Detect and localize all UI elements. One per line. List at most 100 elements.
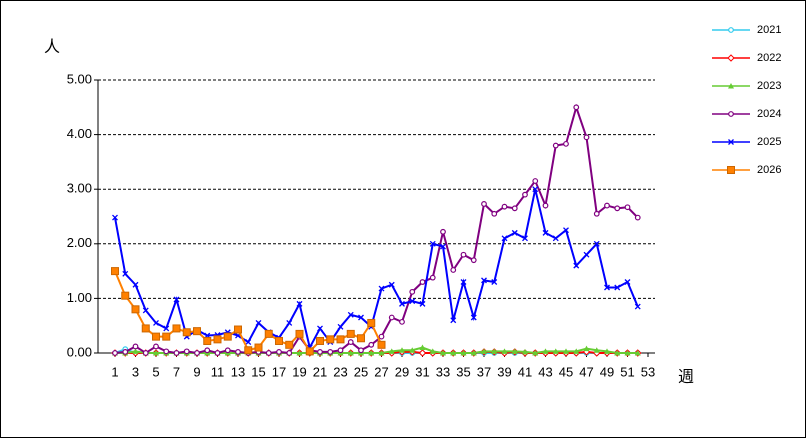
- data-point: [132, 343, 139, 350]
- data-point: [172, 324, 181, 333]
- data-point: [224, 347, 231, 354]
- data-point: [254, 343, 263, 352]
- x-tick-label: 23: [333, 364, 347, 379]
- data-point: [183, 348, 190, 355]
- data-point: [388, 314, 395, 321]
- data-point: [235, 349, 241, 355]
- data-point: [532, 178, 539, 184]
- series-line: [114, 188, 639, 351]
- data-point: [193, 327, 201, 336]
- data-point: [317, 325, 323, 332]
- data-point: [470, 350, 477, 356]
- data-point: [112, 214, 118, 221]
- data-point: [470, 314, 477, 321]
- data-point: [173, 350, 180, 356]
- data-point: [153, 350, 159, 356]
- x-tick-label: 49: [600, 364, 614, 379]
- x-tick-label: 5: [152, 364, 159, 379]
- data-point: [305, 347, 314, 356]
- data-point: [194, 350, 200, 356]
- data-point: [491, 210, 498, 217]
- data-point: [337, 323, 344, 330]
- data-point: [264, 329, 273, 338]
- data-point: [295, 329, 304, 338]
- data-point: [511, 348, 518, 354]
- data-point: [419, 300, 426, 307]
- data-point: [286, 320, 293, 326]
- data-point: [296, 350, 303, 356]
- data-point: [286, 350, 293, 356]
- data-point: [583, 251, 590, 258]
- legend-marker: [728, 139, 734, 145]
- data-point: [450, 267, 457, 273]
- y-tick-label: 5.00: [67, 71, 92, 86]
- data-point: [604, 284, 610, 291]
- data-point: [624, 279, 631, 285]
- y-tick-label: 3.00: [67, 181, 92, 196]
- data-point: [173, 296, 180, 303]
- data-point: [563, 227, 569, 234]
- data-point: [542, 202, 549, 209]
- x-tick-label: 3: [132, 364, 139, 379]
- data-point: [501, 348, 508, 354]
- data-point: [460, 350, 467, 356]
- x-tick-label: 27: [374, 364, 388, 379]
- data-point: [182, 328, 191, 337]
- data-point: [358, 314, 364, 321]
- data-point: [460, 251, 467, 258]
- x-tick-label: 45: [559, 364, 573, 379]
- data-point: [491, 348, 498, 354]
- data-point: [419, 279, 426, 285]
- legend-label: 2026: [757, 164, 781, 176]
- x-tick-label: 17: [272, 364, 286, 379]
- data-point: [614, 205, 621, 212]
- data-point: [563, 348, 569, 354]
- legend-marker: [727, 166, 735, 174]
- data-point: [203, 336, 212, 345]
- data-point: [285, 340, 294, 349]
- x-tick-label: 1: [111, 364, 118, 379]
- data-point: [377, 340, 386, 349]
- data-point: [522, 348, 528, 355]
- data-point: [542, 229, 549, 236]
- x-tick-label: 9: [193, 364, 200, 379]
- data-point: [511, 205, 518, 212]
- data-point: [153, 320, 159, 326]
- data-point: [265, 350, 272, 356]
- data-point: [223, 332, 232, 341]
- x-tick-label: 7: [173, 364, 180, 379]
- data-point: [131, 305, 140, 314]
- data-point: [511, 229, 518, 236]
- data-point: [111, 267, 119, 276]
- data-point: [552, 142, 559, 149]
- data-point: [501, 235, 508, 242]
- data-point: [409, 347, 416, 353]
- data-point: [347, 339, 354, 345]
- x-tick-label: 19: [292, 364, 306, 379]
- data-point: [255, 320, 262, 326]
- x-tick-label: 21: [313, 364, 327, 379]
- legend-label: 2024: [757, 108, 781, 120]
- data-point: [346, 329, 355, 338]
- x-tick-label: 33: [436, 364, 450, 379]
- x-tick-label: 29: [395, 364, 409, 379]
- data-point: [368, 350, 375, 356]
- data-point: [429, 274, 436, 281]
- data-point: [327, 349, 334, 355]
- data-point: [347, 311, 354, 318]
- data-point: [522, 191, 528, 198]
- data-point: [142, 307, 149, 314]
- y-tick-label: 0.00: [67, 344, 92, 359]
- legend-label: 2021: [757, 24, 781, 36]
- data-point: [481, 201, 487, 207]
- data-point: [624, 204, 631, 211]
- x-tick-label: 51: [620, 364, 634, 379]
- legend-marker: [727, 54, 735, 62]
- data-point: [399, 300, 405, 307]
- data-point: [429, 348, 436, 354]
- data-point: [378, 350, 385, 356]
- data-point: [604, 348, 610, 354]
- data-point: [583, 134, 590, 141]
- data-point: [317, 349, 323, 355]
- data-point: [522, 235, 528, 242]
